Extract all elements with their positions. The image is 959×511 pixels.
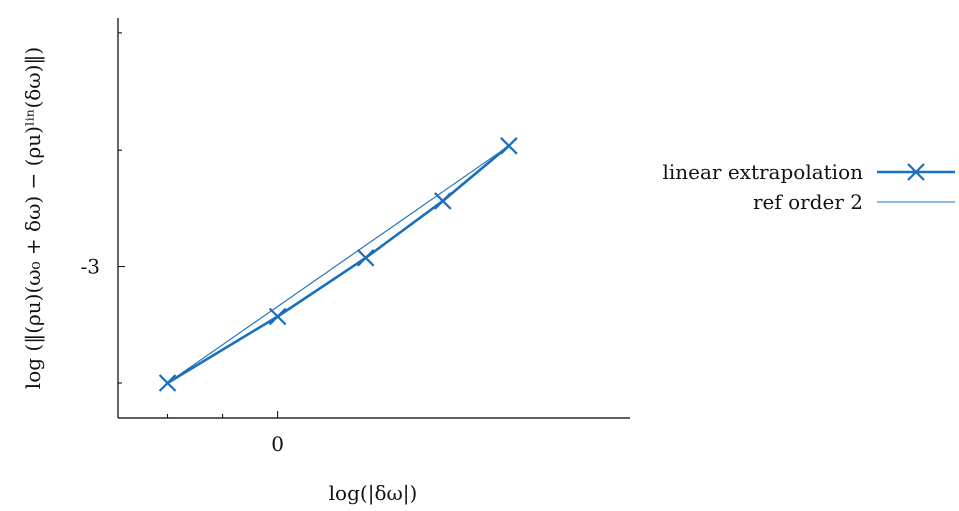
x-axis-label: log(|δω|) — [329, 481, 418, 506]
y-tick-label: -3 — [81, 255, 100, 279]
legend: linear extrapolation ref order 2 — [662, 160, 955, 214]
series-line-2 — [167, 145, 510, 384]
y-axis-label: log (‖(ρu)(ω₀ + δω) − (ρu)ˡⁱⁿ(δω)‖) — [21, 47, 46, 389]
data-point-marker — [356, 249, 375, 267]
series-layer — [158, 137, 518, 392]
data-point-marker — [434, 192, 452, 210]
x-tick-label: 0 — [271, 432, 284, 456]
legend-label: ref order 2 — [753, 190, 863, 214]
data-point-marker — [268, 307, 287, 326]
ticks: 0 -3 — [81, 32, 284, 456]
legend-label: linear extrapolation — [662, 160, 863, 184]
axes — [117, 18, 630, 419]
legend-marker — [907, 163, 925, 181]
